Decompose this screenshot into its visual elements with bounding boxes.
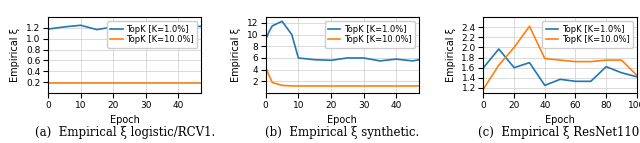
X-axis label: Epoch: Epoch (109, 115, 140, 125)
TopK [K=10.0%] (158, 82, 166, 84)
Line: TopK [K=10.0%]: TopK [K=10.0%] (266, 67, 419, 86)
TopK [K=1.0%] (541, 85, 548, 86)
TopK [K=10.0%] (344, 85, 351, 87)
X-axis label: Epoch: Epoch (328, 115, 357, 125)
TopK [K=10.0%] (409, 85, 417, 87)
TopK [K=1.0%] (360, 57, 367, 59)
TopK [K=10.0%] (587, 61, 595, 62)
TopK [K=1.0%] (556, 79, 564, 80)
TopK [K=10.0%] (572, 61, 579, 62)
TopK [K=10.0%] (109, 82, 117, 84)
TopK [K=1.0%] (191, 25, 198, 27)
TopK [K=10.0%] (198, 82, 205, 84)
TopK [K=1.0%] (633, 76, 640, 78)
TopK [K=10.0%] (602, 59, 610, 61)
TopK [K=1.0%] (77, 24, 84, 26)
TopK [K=1.0%] (60, 26, 68, 28)
TopK [K=1.0%] (198, 25, 205, 27)
Y-axis label: Empirical ξ: Empirical ξ (231, 28, 241, 82)
Line: TopK [K=10.0%]: TopK [K=10.0%] (483, 26, 637, 89)
Text: (a)  Empirical ξ logistic/RCV1.: (a) Empirical ξ logistic/RCV1. (35, 126, 215, 139)
TopK [K=10.0%] (125, 82, 133, 84)
TopK [K=10.0%] (327, 85, 335, 87)
TopK [K=1.0%] (268, 25, 276, 27)
Legend: TopK [K=1.0%], TopK [K=10.0%]: TopK [K=1.0%], TopK [K=10.0%] (324, 21, 415, 48)
TopK [K=1.0%] (479, 67, 487, 68)
TopK [K=10.0%] (311, 85, 319, 87)
Line: TopK [K=1.0%]: TopK [K=1.0%] (483, 49, 637, 85)
TopK [K=1.0%] (109, 26, 117, 28)
Line: TopK [K=1.0%]: TopK [K=1.0%] (266, 21, 419, 61)
TopK [K=1.0%] (327, 59, 335, 61)
TopK [K=10.0%] (541, 58, 548, 59)
Text: (c)  Empirical ξ ResNet110.: (c) Empirical ξ ResNet110. (477, 126, 640, 139)
TopK [K=1.0%] (525, 62, 533, 63)
TopK [K=1.0%] (311, 59, 319, 61)
TopK [K=1.0%] (125, 24, 133, 26)
TopK [K=10.0%] (495, 64, 502, 66)
TopK [K=1.0%] (618, 72, 625, 74)
TopK [K=10.0%] (142, 82, 150, 84)
TopK [K=1.0%] (278, 20, 286, 22)
TopK [K=10.0%] (618, 59, 625, 61)
TopK [K=10.0%] (288, 85, 296, 87)
TopK [K=10.0%] (60, 82, 68, 84)
TopK [K=10.0%] (294, 85, 302, 87)
TopK [K=10.0%] (376, 85, 384, 87)
Y-axis label: Empirical ξ: Empirical ξ (446, 28, 456, 82)
Text: (b)  Empirical ξ synthetic.: (b) Empirical ξ synthetic. (265, 126, 420, 139)
TopK [K=1.0%] (572, 81, 579, 82)
TopK [K=10.0%] (392, 85, 400, 87)
TopK [K=10.0%] (479, 88, 487, 90)
Legend: TopK [K=1.0%], TopK [K=10.0%]: TopK [K=1.0%], TopK [K=10.0%] (107, 21, 197, 48)
TopK [K=1.0%] (288, 34, 296, 35)
TopK [K=1.0%] (265, 31, 273, 33)
TopK [K=1.0%] (587, 81, 595, 82)
TopK [K=1.0%] (409, 60, 417, 62)
TopK [K=10.0%] (44, 82, 52, 84)
TopK [K=1.0%] (93, 29, 100, 30)
TopK [K=10.0%] (510, 47, 518, 48)
TopK [K=1.0%] (376, 60, 384, 62)
TopK [K=1.0%] (44, 28, 52, 30)
TopK [K=1.0%] (510, 67, 518, 68)
TopK [K=10.0%] (77, 82, 84, 84)
TopK [K=10.0%] (191, 82, 198, 84)
TopK [K=10.0%] (556, 59, 564, 61)
TopK [K=1.0%] (392, 58, 400, 60)
TopK [K=10.0%] (93, 82, 100, 84)
Legend: TopK [K=1.0%], TopK [K=10.0%]: TopK [K=1.0%], TopK [K=10.0%] (542, 21, 632, 48)
TopK [K=1.0%] (294, 57, 302, 59)
TopK [K=1.0%] (602, 66, 610, 67)
Line: TopK [K=1.0%]: TopK [K=1.0%] (48, 25, 202, 30)
TopK [K=1.0%] (344, 57, 351, 59)
TopK [K=1.0%] (262, 38, 269, 40)
TopK [K=10.0%] (633, 74, 640, 76)
Y-axis label: Empirical ξ: Empirical ξ (10, 28, 20, 82)
TopK [K=10.0%] (525, 25, 533, 27)
TopK [K=1.0%] (175, 26, 182, 28)
TopK [K=10.0%] (265, 75, 273, 76)
TopK [K=10.0%] (360, 85, 367, 87)
TopK [K=1.0%] (142, 26, 150, 28)
X-axis label: Epoch: Epoch (545, 115, 575, 125)
TopK [K=1.0%] (415, 59, 423, 61)
TopK [K=1.0%] (495, 48, 502, 50)
TopK [K=1.0%] (158, 26, 166, 28)
TopK [K=10.0%] (175, 82, 182, 84)
TopK [K=10.0%] (415, 85, 423, 87)
TopK [K=10.0%] (278, 85, 286, 86)
TopK [K=10.0%] (268, 82, 276, 83)
TopK [K=10.0%] (262, 66, 269, 68)
